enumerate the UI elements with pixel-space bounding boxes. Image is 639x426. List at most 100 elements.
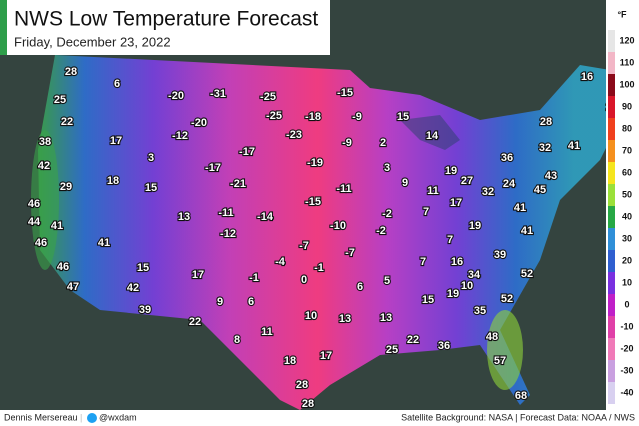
footer [0, 410, 639, 426]
legend-swatch [608, 52, 615, 74]
temperature-label: 10 [305, 310, 317, 322]
temperature-label: -11 [336, 183, 351, 195]
legend-label: 60 [622, 167, 632, 177]
temperature-label: -12 [220, 228, 236, 240]
temperature-label: -17 [239, 146, 255, 158]
legend-swatch [608, 228, 615, 250]
temperature-label: 6 [357, 281, 363, 293]
temperature-label: -15 [337, 87, 353, 99]
temperature-label: 32 [482, 186, 494, 198]
temperature-label: -19 [307, 157, 323, 169]
temperature-label: 22 [407, 334, 419, 346]
temperature-label: 17 [450, 197, 462, 209]
temperature-label: 13 [339, 313, 351, 325]
temperature-label: 45 [534, 184, 546, 196]
temperature-label: 28 [540, 116, 552, 128]
west-coast-area [31, 130, 59, 270]
legend-swatch [608, 338, 615, 360]
temperature-label: 52 [521, 268, 533, 280]
legend-swatch [608, 162, 615, 184]
temperature-label: -10 [330, 220, 346, 232]
legend-swatch [608, 140, 615, 162]
legend-label: 40 [622, 211, 632, 221]
legend-label: 50 [622, 189, 632, 199]
temperature-label: -11 [218, 207, 233, 219]
temperature-label: 27 [461, 175, 473, 187]
temperature-label: -4 [275, 256, 286, 268]
temperature-label: 28 [296, 379, 308, 391]
title: NWS Low Temperature Forecast [14, 8, 318, 31]
temperature-label: 41 [51, 220, 63, 232]
legend-swatch [608, 272, 615, 294]
temperature-label: 57 [494, 355, 506, 367]
temperature-label: -15 [305, 196, 321, 208]
temperature-label: 28 [302, 398, 314, 410]
temperature-label: -31 [210, 88, 226, 100]
temperature-label: 25 [386, 344, 398, 356]
legend-label: -20 [620, 343, 633, 353]
legend-swatch [608, 316, 615, 338]
temperature-label: 39 [494, 249, 506, 261]
temperature-label: 46 [35, 237, 47, 249]
legend-label: 90 [622, 101, 632, 111]
temperature-label: -7 [299, 240, 309, 252]
temperature-label: 13 [380, 312, 392, 324]
temperature-label: 15 [137, 262, 149, 274]
legend-label: 0 [624, 299, 629, 309]
temperature-label: 16 [451, 256, 463, 268]
legend-swatch [608, 30, 615, 52]
temperature-label: 6 [114, 78, 120, 90]
temperature-label: 52 [501, 293, 513, 305]
temperature-label: 9 [402, 177, 408, 189]
subtitle: Friday, December 23, 2022 [14, 34, 171, 49]
legend-label: 30 [622, 233, 632, 243]
legend-label: -30 [620, 365, 633, 375]
temperature-label: -17 [205, 162, 221, 174]
temperature-map [38, 55, 620, 410]
temperature-label: 22 [61, 116, 73, 128]
temperature-label: 32 [539, 142, 551, 154]
temperature-label: 41 [568, 140, 580, 152]
legend-swatch [608, 96, 615, 118]
temperature-label: -20 [168, 90, 184, 102]
temperature-label: 13 [178, 211, 190, 223]
temperature-label: 10 [461, 280, 473, 292]
temperature-label: 42 [127, 282, 139, 294]
temperature-label: 39 [139, 304, 151, 316]
legend-swatch [608, 250, 615, 272]
temperature-label: 36 [438, 340, 450, 352]
temperature-label: 3 [384, 162, 390, 174]
temperature-label: -9 [352, 111, 362, 123]
temperature-label: 42 [38, 160, 50, 172]
temperature-label: 8 [234, 334, 240, 346]
great-lakes [400, 115, 460, 150]
temperature-label: 46 [28, 198, 40, 210]
temperature-label: -14 [257, 211, 274, 223]
temperature-label: -20 [191, 117, 207, 129]
temperature-label: 68 [515, 390, 527, 402]
legend-swatch [608, 118, 615, 140]
temperature-label: 36 [501, 152, 513, 164]
temperature-label: 29 [60, 181, 72, 193]
temperature-label: 41 [98, 237, 110, 249]
temperature-label: 19 [469, 220, 481, 232]
temperature-label: 43 [545, 170, 557, 182]
temperature-labels: 286-20-31-25-1516272522-12-20-25-18-9152… [27, 65, 619, 411]
legend-label: 100 [619, 79, 634, 89]
footer-separator: | [80, 412, 82, 422]
legend-swatch [608, 184, 615, 206]
temperature-label: 24 [503, 178, 516, 190]
legend-label: -40 [620, 387, 633, 397]
temperature-label: 0 [301, 274, 307, 286]
temperature-label: 6 [248, 296, 254, 308]
temperature-label: 41 [521, 225, 533, 237]
temperature-label: 7 [447, 234, 453, 246]
temperature-label: 22 [189, 316, 201, 328]
temperature-label: -2 [376, 225, 386, 237]
temperature-label: 15 [397, 111, 409, 123]
temperature-label: -9 [342, 137, 352, 149]
twitter-icon [87, 413, 97, 423]
legend-swatch [608, 206, 615, 228]
legend-label: 80 [622, 123, 632, 133]
